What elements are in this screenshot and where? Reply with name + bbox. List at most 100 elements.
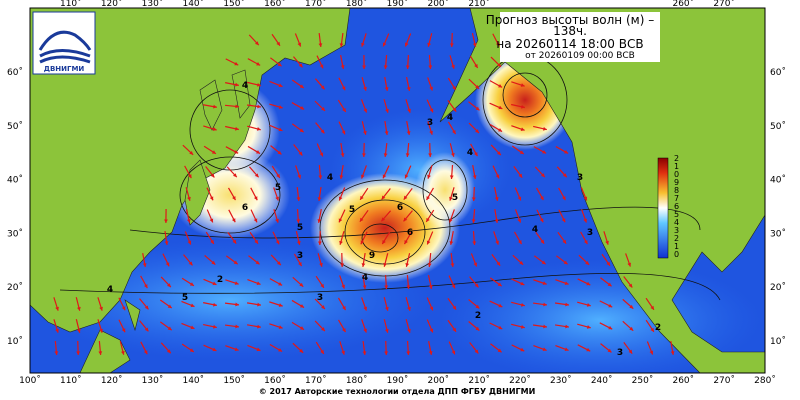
wave-arrow-head [403, 217, 408, 222]
land [439, 8, 765, 373]
wave-arrow-head [256, 61, 261, 66]
wave-arrow-head [583, 218, 587, 223]
wave-arrow-head [498, 105, 503, 110]
lat-label: 20˚ [7, 282, 23, 293]
lon-label: 150˚ [223, 0, 245, 9]
wave-arrow-head [606, 261, 610, 266]
lon-label: 210˚ [468, 0, 490, 9]
wave-arrow-head [562, 239, 567, 244]
wave-arrow-head [650, 305, 654, 310]
wave-arrow-head [629, 304, 634, 309]
wave-arrow-head [407, 108, 411, 113]
lon-label: 150˚ [223, 375, 245, 386]
title-box: Прогноз высоты волн (м) – 138ч. на 20260… [486, 12, 660, 62]
wave-arrow-head [520, 302, 525, 307]
wave-arrow-head [319, 64, 324, 69]
wave-arrow-head [451, 64, 455, 69]
wave-arrow-head [382, 239, 386, 244]
wave-arrow-head [428, 153, 433, 157]
wave-arrow-head [55, 328, 59, 333]
wave-arrow-head [586, 347, 591, 352]
wave-arrow-head [385, 108, 389, 113]
wave-arrow-head [210, 239, 214, 244]
wave-arrow-head [211, 150, 216, 154]
wave-arrow-head [382, 174, 387, 179]
wave-arrow-head [167, 304, 172, 309]
lat-label: 10˚ [7, 336, 23, 347]
lon-label: 210˚ [468, 375, 490, 386]
wave-arrow-head [167, 326, 172, 331]
contour-label: 5 [297, 223, 303, 233]
lon-label: 180˚ [346, 0, 368, 9]
wave-arrow-head [627, 262, 631, 267]
lon-label: 140˚ [182, 375, 204, 386]
lat-label: 40˚ [7, 175, 23, 186]
wave-arrow-head [342, 306, 346, 311]
lat-label: 50˚ [7, 121, 23, 132]
wave-arrow-head [211, 260, 216, 265]
wave-arrow-head [474, 152, 478, 157]
lon-label: 120˚ [101, 0, 123, 9]
wave-arrow-head [542, 150, 547, 154]
wave-arrow-head [317, 219, 322, 223]
logo-text: ДВНИГМИ [44, 65, 85, 73]
wave-arrow-head [495, 174, 500, 179]
wave-arrow-head [277, 150, 282, 155]
wave-arrow-head [427, 263, 432, 267]
wave-arrow-head [543, 324, 547, 329]
lat-label: 20˚ [770, 282, 786, 293]
wave-arrow-head [405, 65, 410, 69]
wave-arrow-head [318, 43, 323, 47]
land [184, 69, 251, 226]
title-line: Прогноз высоты волн (м) – [486, 13, 654, 27]
wave-arrow-head [383, 65, 388, 69]
contour-label: 5 [349, 205, 355, 215]
wave-arrow-head [561, 218, 566, 223]
wave-arrow-head [254, 41, 259, 46]
wave-arrow-head [452, 327, 457, 332]
wave-arrow-head [494, 197, 499, 201]
lon-label: 110˚ [60, 0, 82, 9]
wave-arrow-head [429, 86, 433, 91]
wave-arrow-head [583, 196, 588, 201]
wave-arrow-head [256, 82, 261, 87]
wave-arrow-head [628, 349, 633, 354]
wave-arrow-head [212, 127, 217, 131]
footer: © 2017 Авторские технологии отдела ДПП Ф… [259, 387, 536, 396]
wave-arrow-head [187, 240, 192, 245]
wave-arrow-head [452, 107, 457, 112]
wave-arrow-head [361, 153, 366, 157]
wave-arrow-head [234, 149, 239, 154]
contour-label: 9 [369, 251, 375, 261]
wave-arrow-head [277, 62, 282, 67]
wave-arrow-head [361, 174, 365, 179]
wave-arrow-head [452, 130, 456, 135]
wave-arrow-head [498, 325, 503, 330]
wave-arrow-head [278, 105, 283, 109]
wave-arrow-head [384, 131, 389, 135]
wave-arrow-head [257, 324, 261, 329]
wave-arrow-head [452, 305, 457, 310]
wave-arrow-head [234, 126, 239, 131]
wave-arrow-head [363, 86, 367, 91]
wave-arrow-head [278, 325, 283, 329]
colorbar-label: 9 [674, 178, 679, 187]
lon-label: 250˚ [632, 375, 654, 386]
lon-label: 230˚ [550, 375, 572, 386]
wave-arrow-head [296, 240, 301, 245]
contour-label: 4 [447, 113, 453, 123]
wave-arrow-head [320, 129, 325, 134]
wave-arrow-head [320, 85, 325, 90]
lon-label: 270˚ [713, 375, 735, 386]
wave-arrow-head [233, 260, 238, 265]
wave-arrow-head [296, 197, 301, 201]
wave-arrow-head [451, 350, 456, 355]
wave-arrow-head [338, 218, 343, 223]
wave-arrow-head [540, 173, 545, 178]
wave-arrow-head [406, 87, 411, 91]
colorbar-label: 4 [674, 218, 679, 227]
wave-arrow-head [299, 128, 304, 133]
lon-label: 200˚ [427, 0, 449, 9]
wave-arrow-head [234, 347, 239, 351]
